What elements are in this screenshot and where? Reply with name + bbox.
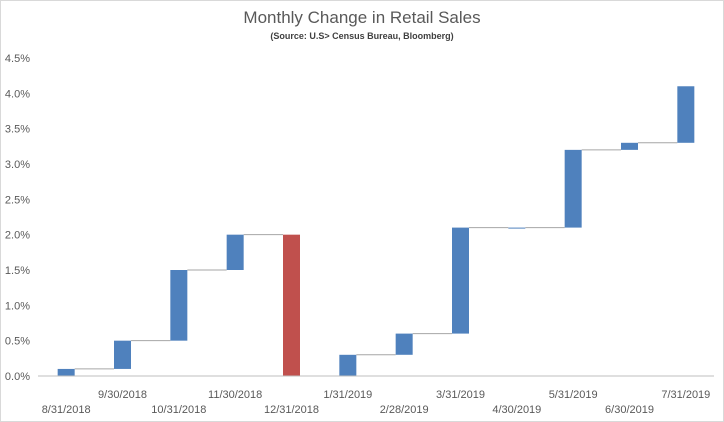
y-tick-label: 2.5%: [5, 194, 30, 206]
x-tick-label: 5/31/2019: [549, 389, 598, 401]
chart-subtitle: (Source: U.S> Census Bureau, Bloomberg): [270, 31, 454, 41]
increase-bar: [395, 333, 413, 355]
increase-bar: [57, 368, 75, 376]
y-tick-label: 4.0%: [5, 88, 30, 100]
x-tick-label: 9/30/2018: [98, 389, 147, 401]
increase-bar: [114, 340, 131, 369]
increase-bar: [508, 227, 526, 229]
x-tick-label: 7/31/2019: [661, 389, 710, 401]
y-tick-label: 3.0%: [5, 159, 30, 171]
y-tick-label: 3.5%: [5, 124, 30, 136]
increase-bar: [564, 149, 582, 228]
chart-title: Monthly Change in Retail Sales: [243, 8, 481, 27]
x-tick-label: 2/28/2019: [380, 404, 429, 416]
x-tick-label: 4/30/2019: [492, 404, 541, 416]
increase-bar: [339, 354, 357, 376]
x-tick-label: 1/31/2019: [323, 389, 372, 401]
y-tick-label: 0.5%: [5, 336, 30, 348]
x-tick-label: 6/30/2019: [605, 404, 654, 416]
x-tick-label: 11/30/2018: [208, 389, 262, 401]
y-tick-label: 2.0%: [5, 230, 30, 242]
x-tick-label: 12/31/2018: [264, 404, 319, 416]
x-tick-label: 10/31/2018: [151, 404, 206, 416]
y-tick-label: 1.5%: [5, 265, 30, 277]
decrease-bar: [283, 234, 300, 376]
increase-bar: [170, 270, 188, 341]
x-tick-label: 8/31/2018: [42, 404, 91, 416]
y-tick-label: 1.0%: [5, 300, 30, 312]
increase-bar: [621, 142, 638, 150]
x-tick-label: 3/31/2019: [436, 389, 485, 401]
increase-bar: [677, 86, 695, 143]
increase-bar: [452, 227, 469, 334]
increase-bar: [226, 234, 244, 270]
y-tick-label: 4.5%: [5, 53, 30, 65]
y-tick-label: 0.0%: [5, 371, 30, 383]
